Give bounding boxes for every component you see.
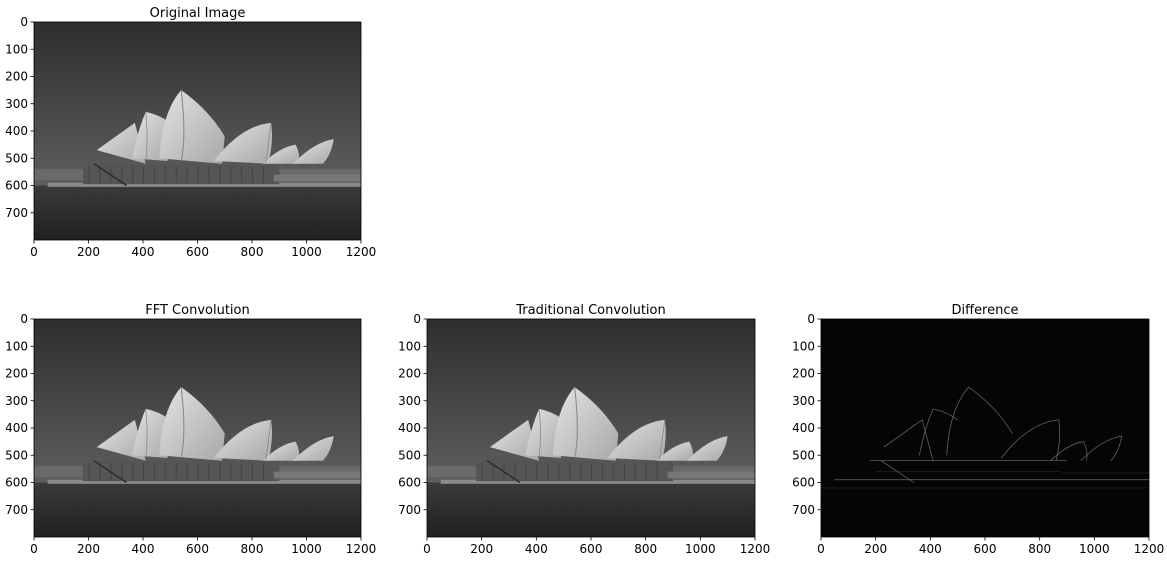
x-tick-label: 200 xyxy=(77,245,100,259)
y-tick-label: 400 xyxy=(5,124,28,138)
x-tick-label: 800 xyxy=(241,542,264,556)
y-tick-label: 100 xyxy=(398,339,421,353)
subplot-title: Difference xyxy=(951,303,1018,318)
y-tick-label: 300 xyxy=(398,394,421,408)
y-tick-label: 200 xyxy=(398,367,421,381)
y-tick-label: 700 xyxy=(792,503,815,517)
y-tick-label: 0 xyxy=(20,15,28,29)
subplot-image xyxy=(34,22,361,240)
y-tick-label: 100 xyxy=(5,339,28,353)
x-tick-label: 400 xyxy=(525,542,548,556)
y-tick-label: 400 xyxy=(5,421,28,435)
y-tick-label: 200 xyxy=(5,367,28,381)
subplot-image xyxy=(34,319,361,537)
y-tick-label: 400 xyxy=(792,421,815,435)
x-tick-label: 1000 xyxy=(685,542,716,556)
y-tick-label: 500 xyxy=(792,448,815,462)
y-tick-label: 500 xyxy=(5,448,28,462)
y-tick-label: 100 xyxy=(5,42,28,56)
y-tick-label: 200 xyxy=(5,70,28,84)
y-tick-label: 0 xyxy=(413,312,421,326)
y-tick-label: 0 xyxy=(807,312,815,326)
y-tick-label: 700 xyxy=(5,206,28,220)
y-tick-label: 300 xyxy=(5,394,28,408)
x-tick-label: 800 xyxy=(241,245,264,259)
x-tick-label: 1000 xyxy=(291,542,322,556)
x-tick-label: 0 xyxy=(817,542,825,556)
y-tick-label: 0 xyxy=(20,312,28,326)
y-tick-label: 300 xyxy=(5,97,28,111)
x-tick-label: 1000 xyxy=(1079,542,1110,556)
subplot-4: Difference 0 200 400 600 800 1000 1200 0 100 200 30… xyxy=(792,303,1164,556)
y-tick-label: 700 xyxy=(5,503,28,517)
x-tick-label: 400 xyxy=(132,542,155,556)
x-tick-label: 800 xyxy=(634,542,657,556)
x-tick-label: 200 xyxy=(864,542,887,556)
y-tick-label: 600 xyxy=(5,476,28,490)
x-tick-label: 1200 xyxy=(346,245,377,259)
y-tick-label: 500 xyxy=(398,448,421,462)
y-tick-label: 200 xyxy=(792,367,815,381)
x-tick-label: 0 xyxy=(30,542,38,556)
x-tick-label: 600 xyxy=(186,245,209,259)
y-tick-label: 300 xyxy=(792,394,815,408)
y-tick-label: 600 xyxy=(398,476,421,490)
y-tick-label: 600 xyxy=(5,179,28,193)
x-tick-label: 1200 xyxy=(740,542,771,556)
y-tick-label: 600 xyxy=(792,476,815,490)
x-tick-label: 1200 xyxy=(346,542,377,556)
x-tick-label: 600 xyxy=(186,542,209,556)
subplot-image xyxy=(821,319,1149,537)
subplot-1: Original Image 0 200 400 600 800 1000 1200 0 100 2… xyxy=(5,6,376,259)
y-tick-label: 400 xyxy=(398,421,421,435)
x-tick-label: 200 xyxy=(470,542,493,556)
y-tick-label: 700 xyxy=(398,503,421,517)
x-tick-label: 0 xyxy=(30,245,38,259)
x-tick-label: 0 xyxy=(423,542,431,556)
x-tick-label: 800 xyxy=(1028,542,1051,556)
x-tick-label: 1000 xyxy=(291,245,322,259)
subplot-title: FFT Convolution xyxy=(145,303,249,318)
y-tick-label: 500 xyxy=(5,151,28,165)
subplot-title: Original Image xyxy=(150,6,246,21)
x-tick-label: 200 xyxy=(77,542,100,556)
x-tick-label: 400 xyxy=(919,542,942,556)
x-tick-label: 400 xyxy=(132,245,155,259)
subplot-image xyxy=(427,319,755,537)
y-tick-label: 100 xyxy=(792,339,815,353)
x-tick-label: 600 xyxy=(580,542,603,556)
subplot-2: FFT Convolution 0 200 400 600 800 1000 1200 0 100… xyxy=(5,303,376,556)
x-tick-label: 600 xyxy=(974,542,997,556)
subplot-title: Traditional Convolution xyxy=(515,303,666,318)
x-tick-label: 1200 xyxy=(1134,542,1165,556)
